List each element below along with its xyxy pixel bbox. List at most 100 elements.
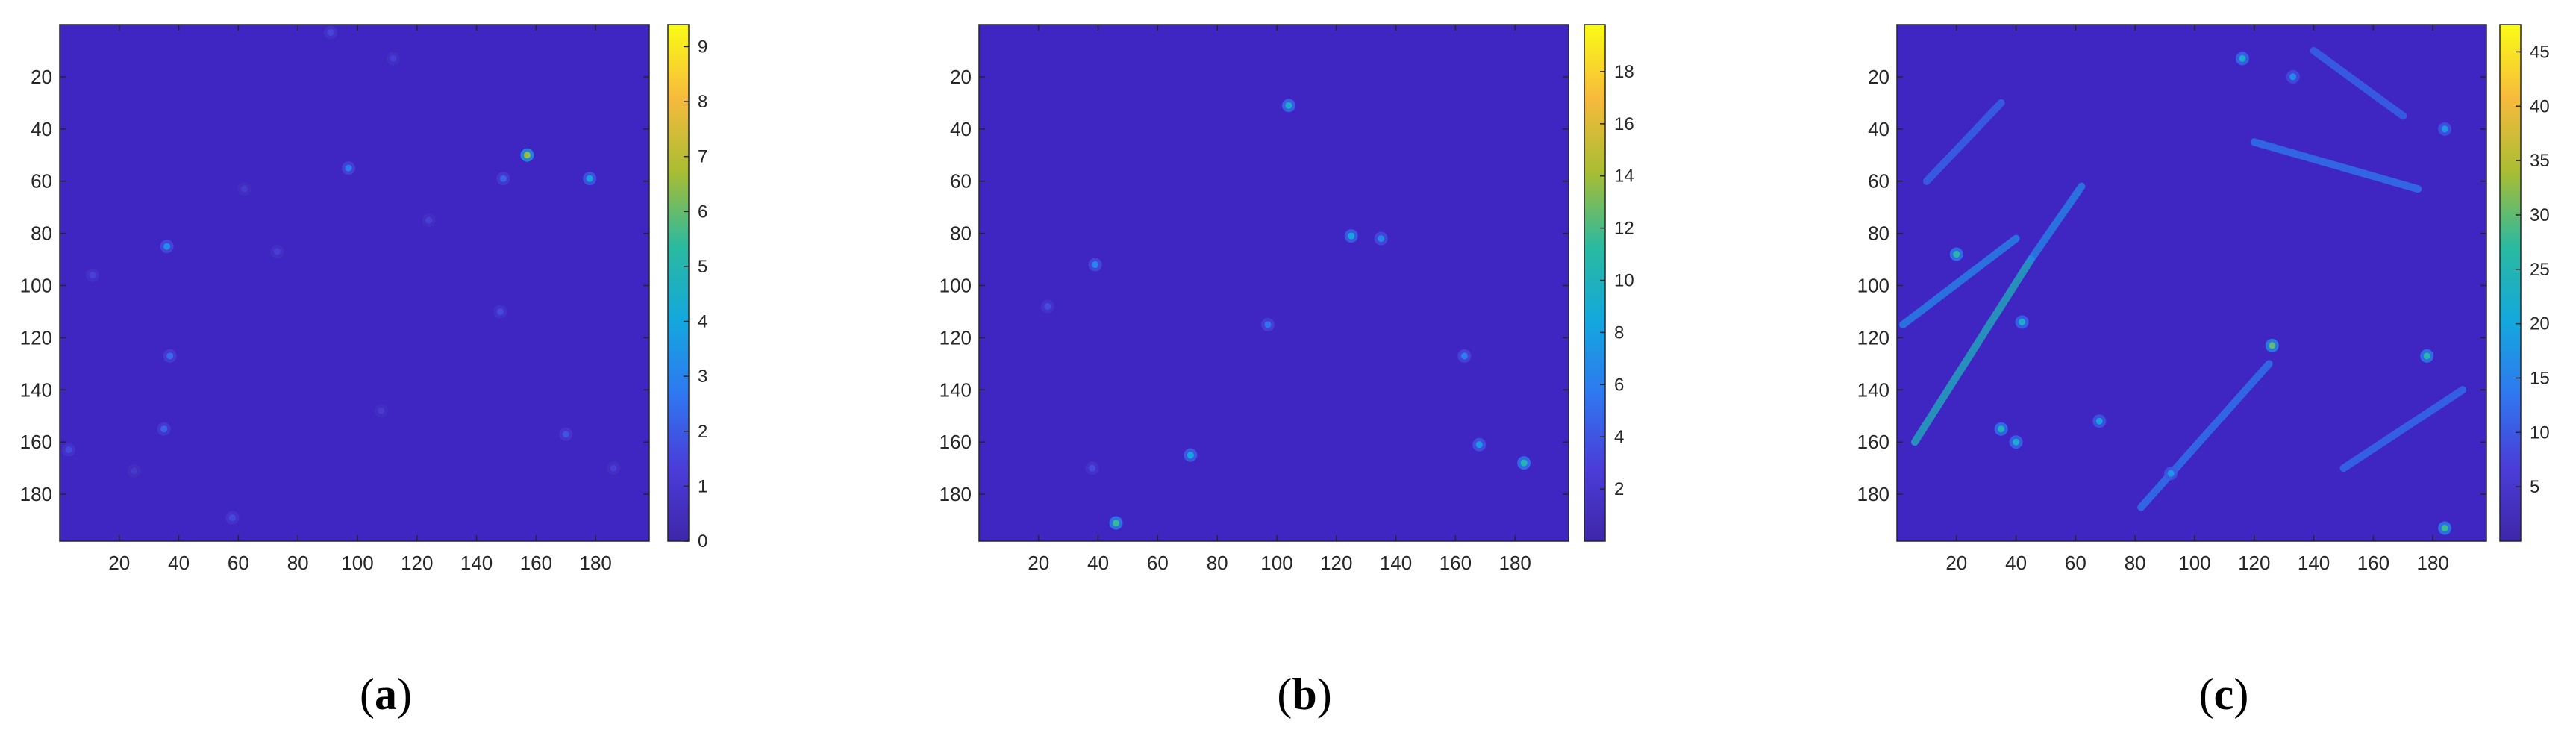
y-tick-label: 180	[20, 483, 52, 505]
x-tick-label: 120	[401, 552, 433, 574]
y-tick-label: 180	[1857, 483, 1889, 505]
heatmap-panel-b: 20 40 60 80 100 120 140 160 180 20 40 60 80 100 120 140…	[940, 24, 1634, 574]
heatmap-hotspot	[273, 248, 281, 255]
colorbar-tick-label: 1	[698, 476, 707, 496]
x-tick-label: 120	[1320, 552, 1352, 574]
x-tick-label: 80	[287, 552, 309, 574]
caption-c: (c)	[2199, 670, 2249, 719]
x-tick-label: 180	[1498, 552, 1531, 574]
colorbar-tick-label: 45	[2530, 42, 2550, 62]
heatmap-hotspot	[228, 514, 236, 522]
x-tick-label: 40	[1087, 552, 1109, 574]
heatmap-hotspot	[1378, 235, 1385, 243]
x-tick-label: 40	[2005, 552, 2027, 574]
axes-frame	[978, 24, 1569, 542]
heatmap-hotspot	[523, 152, 531, 159]
x-tick-label: 140	[2298, 552, 2330, 574]
heatmap-hotspot	[65, 446, 72, 454]
y-tick-label: 60	[950, 170, 972, 193]
heatmap-hotspot	[131, 467, 138, 475]
heatmap-hotspot	[1044, 302, 1051, 310]
heatmap-hotspot	[1113, 520, 1120, 527]
heatmap-background	[1897, 25, 2486, 541]
heatmap-hotspot	[2441, 125, 2448, 133]
y-tick-label: 60	[1868, 170, 1889, 193]
y-tick-label: 20	[950, 66, 972, 88]
heatmap-streak	[2137, 360, 2273, 511]
x-tick-label: 140	[1380, 552, 1412, 574]
heatmap-hotspot	[425, 216, 433, 224]
colorbar-tick-label: 25	[2530, 260, 2550, 280]
y-tick-label: 120	[1857, 326, 1889, 349]
x-tick-label: 60	[2065, 552, 2086, 574]
x-tick-label: 100	[1260, 552, 1292, 574]
y-tick-label: 160	[1857, 431, 1889, 453]
caption-b: (b)	[1277, 670, 1331, 719]
heatmap-hotspot	[378, 407, 385, 414]
y-tick-label: 80	[950, 222, 972, 245]
heatmap-hotspot	[1187, 452, 1194, 459]
y-tick-label: 140	[940, 378, 972, 401]
heatmap-hotspot	[497, 308, 504, 315]
x-tick-label: 180	[2416, 552, 2448, 574]
x-tick-label: 20	[1028, 552, 1049, 574]
colorbar-tick-label: 15	[2530, 368, 2550, 388]
heatmap-hotspot	[1998, 425, 2005, 433]
heatmap-hotspot	[1475, 441, 1483, 449]
colorbar-tick-label: 10	[1614, 271, 1634, 291]
heatmap-field	[1898, 46, 2467, 535]
x-tick-label: 160	[2357, 552, 2389, 574]
axes-frame	[1896, 24, 2487, 542]
y-tick-label: 40	[31, 118, 52, 140]
heatmap-hotspot	[345, 164, 352, 172]
colorbar-tick-label: 8	[1614, 322, 1624, 343]
heatmap-hotspot	[1092, 261, 1099, 269]
heatmap-hotspot	[2289, 73, 2297, 81]
caption-a: (a)	[360, 670, 412, 719]
heatmap-streak	[2027, 182, 2086, 264]
heatmap-hotspot	[327, 28, 334, 36]
y-tick-label: 100	[940, 274, 972, 296]
x-tick-label: 180	[579, 552, 611, 574]
heatmap-hotspot	[2239, 54, 2246, 62]
heatmap-hotspot	[1953, 251, 1960, 258]
y-tick-label: 100	[1857, 274, 1889, 296]
heatmap-hotspot	[160, 425, 168, 433]
y-tick-label: 20	[1868, 66, 1889, 88]
axes-frame	[59, 24, 650, 542]
colorbar-tick-label: 40	[2530, 96, 2550, 116]
y-tick-label: 180	[940, 483, 972, 505]
heatmap-streak	[1922, 99, 2005, 185]
heatmap-hotspot	[586, 175, 593, 182]
x-tick-label: 20	[1945, 552, 1967, 574]
heatmap-streak	[1898, 234, 2020, 328]
heatmap-streak	[2339, 386, 2467, 473]
colorbar-tick-label: 35	[2530, 151, 2550, 171]
x-tick-label: 100	[2178, 552, 2210, 574]
heatmap-hotspot	[1264, 321, 1272, 328]
heatmap-hotspot	[2013, 438, 2020, 446]
colorbar-tick-label: 5	[2530, 477, 2539, 497]
heatmap-hotspot	[2441, 525, 2448, 532]
x-tick-label: 160	[1439, 552, 1472, 574]
colorbar-tick-label: 7	[698, 147, 707, 167]
colorbar-tick-label: 8	[698, 92, 707, 112]
x-tick-label: 40	[168, 552, 190, 574]
colorbar-tick-label: 6	[1614, 375, 1624, 395]
colorbar-tick-label: 18	[1614, 62, 1634, 82]
x-tick-label: 120	[2238, 552, 2270, 574]
x-tick-label: 60	[1147, 552, 1169, 574]
heatmap-hotspot	[1089, 464, 1096, 472]
y-tick-label: 60	[31, 170, 52, 193]
heatmap-hotspot	[240, 185, 248, 193]
heatmap-field	[61, 25, 621, 525]
x-tick-label: 60	[228, 552, 249, 574]
heatmap-hotspot	[1348, 232, 1355, 240]
colorbar-tick-label: 20	[2530, 314, 2550, 334]
heatmap-streak	[1910, 255, 2035, 446]
x-tick-label: 20	[108, 552, 130, 574]
heatmap-hotspot	[610, 464, 617, 472]
heatmap-panel-c: 20 40 60 80 100 120 140 160 180 20 40 60 80 100 120 140…	[1857, 24, 2550, 574]
x-tick-label: 140	[460, 552, 493, 574]
